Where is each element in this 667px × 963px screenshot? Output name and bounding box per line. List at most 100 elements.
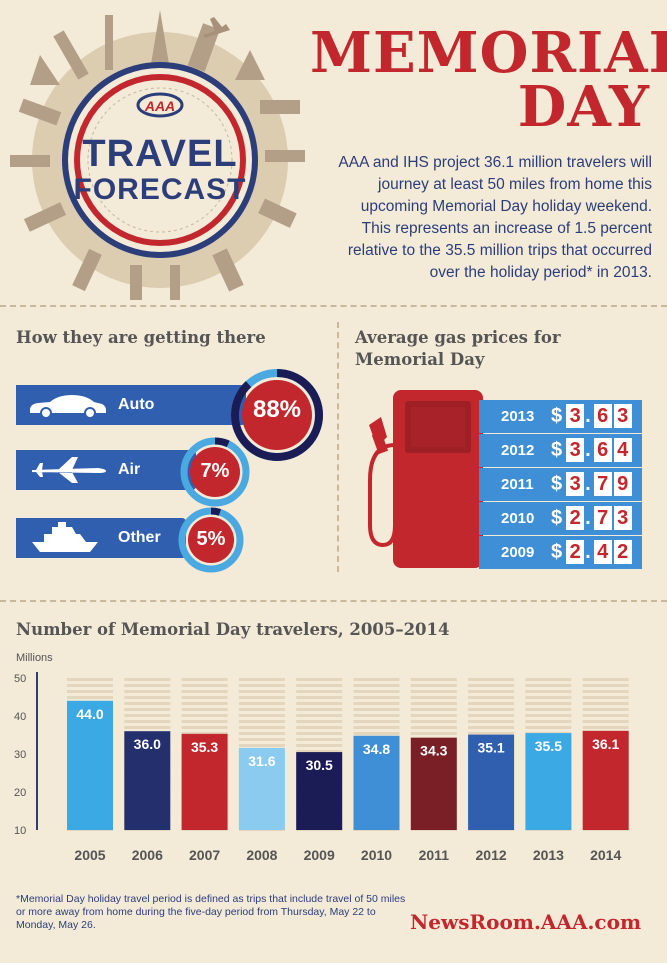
bar xyxy=(296,752,343,830)
bar-track-stripe xyxy=(468,714,515,717)
aaa-logo-oval xyxy=(136,92,184,118)
bar-track-stripe xyxy=(410,708,457,711)
mode-label-auto: Auto xyxy=(118,396,155,413)
bar-track-stripe xyxy=(582,684,629,687)
mode-label-other: Other xyxy=(118,529,161,546)
bar-track-stripe xyxy=(410,690,457,693)
bar-track-stripe xyxy=(181,708,228,711)
donut-air xyxy=(180,437,250,507)
bar-track-stripe xyxy=(181,714,228,717)
mode-percent-other: 5% xyxy=(196,528,226,550)
bar-track-stripe xyxy=(67,678,113,681)
y-tick-label: 40 xyxy=(14,711,26,723)
bar-track-stripe xyxy=(296,720,343,723)
bar-track-stripe xyxy=(468,732,515,735)
landmarks-skyline-illustration xyxy=(10,10,305,300)
section-divider-vertical xyxy=(337,322,339,572)
airplane-icon xyxy=(32,457,106,483)
bar-track-stripe xyxy=(238,702,285,705)
bar xyxy=(410,737,457,830)
bar-track-stripe xyxy=(124,684,171,687)
bar-track-stripe xyxy=(181,726,228,729)
bar-track-stripe xyxy=(296,684,343,687)
bar-track-stripe xyxy=(525,696,572,699)
section-divider xyxy=(0,305,667,307)
page-headline: MEMORIAL DAY xyxy=(310,25,667,135)
bar-track-stripe xyxy=(67,690,113,693)
bar-track-stripe xyxy=(124,726,171,729)
bar xyxy=(525,733,572,830)
mode-row-auto: Auto xyxy=(16,385,246,425)
bar-track-stripe xyxy=(468,708,515,711)
y-tick-label: 10 xyxy=(14,825,26,837)
bar-track-stripe xyxy=(296,702,343,705)
gas-year: 2012 xyxy=(501,442,535,459)
bar-track-stripe xyxy=(525,714,572,717)
bar-track-stripe xyxy=(296,714,343,717)
bar-track-stripe xyxy=(410,714,457,717)
emblem-title-travel: TRAVEL xyxy=(82,133,238,175)
donut-auto xyxy=(231,369,323,461)
bar xyxy=(582,730,629,830)
mode-row-other: Other xyxy=(16,518,186,558)
bar-track-stripe xyxy=(468,702,515,705)
bar-track-stripe xyxy=(238,732,285,735)
intro-paragraph: AAA and IHS project 36.1 million travele… xyxy=(338,154,652,281)
bar-track-stripe xyxy=(353,714,400,717)
bar-track-stripe xyxy=(353,684,400,687)
bar xyxy=(181,733,228,830)
gas-year: 2011 xyxy=(501,476,534,493)
bar-track-stripe xyxy=(67,684,113,687)
y-tick-label: 20 xyxy=(14,787,26,799)
bar-value-label: 31.6 xyxy=(248,753,275,769)
gas-price-row: 2013 $3. 6 3 xyxy=(479,400,642,433)
bar-track-stripe xyxy=(238,684,285,687)
bar-track-stripe xyxy=(525,708,572,711)
gas-year: 2010 xyxy=(501,510,535,527)
mode-row-air: Air xyxy=(16,450,196,490)
bar-track-stripe xyxy=(353,678,400,681)
footnote: *Memorial Day holiday travel period is d… xyxy=(16,893,406,931)
bar xyxy=(238,747,285,830)
bar-track-stripe xyxy=(410,720,457,723)
section-divider xyxy=(0,600,667,602)
bar xyxy=(353,735,400,830)
bar-track-stripe xyxy=(410,732,457,735)
x-tick-label: 2007 xyxy=(189,847,220,863)
bar-track-stripe xyxy=(124,678,171,681)
bar-track-stripe xyxy=(181,732,228,735)
y-tick-label: 30 xyxy=(14,749,26,761)
bar-track-stripe xyxy=(468,678,515,681)
bar-value-label: 34.3 xyxy=(420,743,447,759)
chart-title: Number of Memorial Day travelers, 2005–2… xyxy=(16,620,450,639)
bar-track-stripe xyxy=(124,690,171,693)
bar-track-stripe xyxy=(296,732,343,735)
bar-track-stripe xyxy=(296,726,343,729)
bar-track-stripe xyxy=(296,690,343,693)
bar-track-stripe xyxy=(353,690,400,693)
bar-track-stripe xyxy=(353,708,400,711)
bar xyxy=(124,731,171,830)
gas-section-title: Average gas prices for Memorial Day xyxy=(355,327,561,371)
x-tick-label: 2009 xyxy=(304,847,335,863)
bar-track-stripe xyxy=(238,678,285,681)
bar-track-stripe xyxy=(124,696,171,699)
bar-track-stripe xyxy=(296,708,343,711)
bar-track-stripe xyxy=(67,696,113,699)
bar-track-stripe xyxy=(353,696,400,699)
bar-track-stripe xyxy=(468,726,515,729)
bar-track-stripe xyxy=(468,696,515,699)
bar-track-stripe xyxy=(468,690,515,693)
travelers-bar-chart: 10 20 30 40 50 44.0 2005 36.0 2006 35.3 2007 31.6 20… xyxy=(14,672,629,863)
bar-track-stripe xyxy=(238,720,285,723)
y-tick-label: 50 xyxy=(14,673,26,685)
airplane-icon xyxy=(203,17,230,38)
newsroom-link[interactable]: NewsRoom.AAA.com xyxy=(410,910,642,934)
bar-track-stripe xyxy=(582,696,629,699)
bar-track-stripe xyxy=(353,732,400,735)
bar-track-stripe xyxy=(296,750,343,753)
bar-value-label: 30.5 xyxy=(306,757,333,773)
bar-value-label: 34.8 xyxy=(363,741,390,757)
bar-track-stripe xyxy=(296,696,343,699)
bar-track-stripe xyxy=(296,678,343,681)
